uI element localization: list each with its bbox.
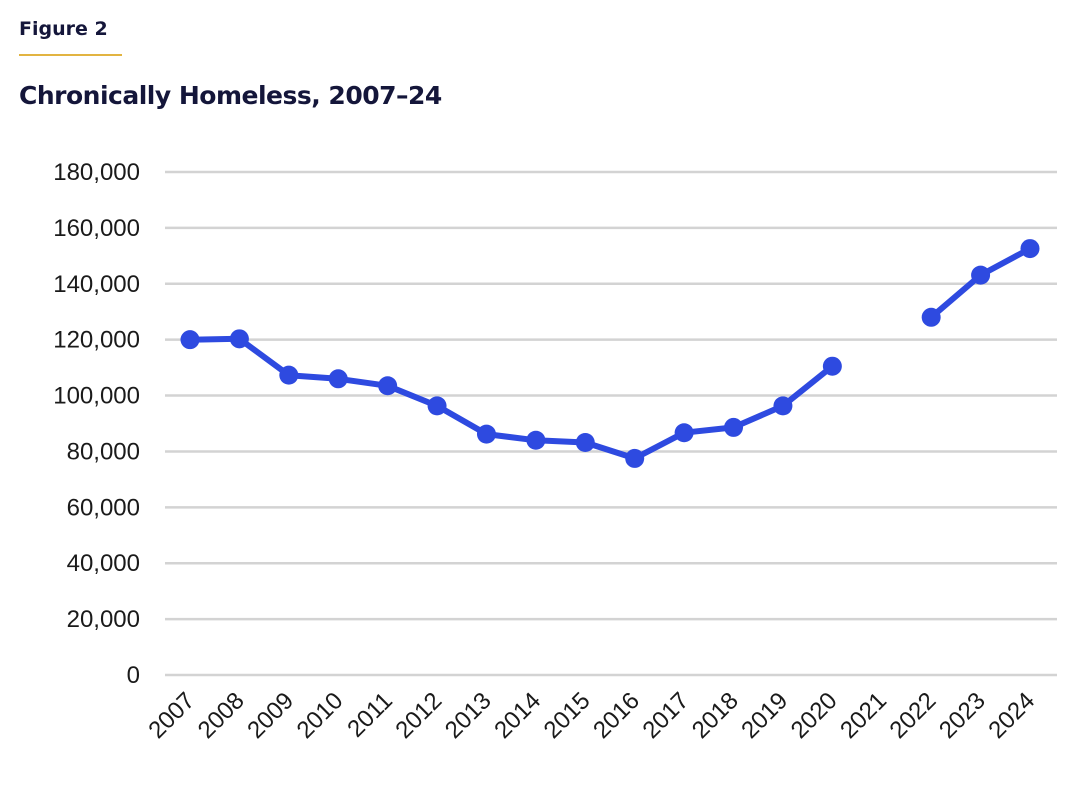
series-chronically-homeless <box>180 239 1040 468</box>
data-point-2020 <box>822 356 842 376</box>
x-tick-label: 2012 <box>390 687 447 744</box>
series-line-segment <box>187 335 836 462</box>
x-tick-label: 2017 <box>638 687 695 744</box>
data-point-2007 <box>180 330 200 350</box>
data-point-2009 <box>279 365 299 385</box>
y-tick-label: 40,000 <box>67 550 140 577</box>
y-tick-label: 140,000 <box>53 271 140 298</box>
chart-title: Chronically Homeless, 2007–24 <box>19 81 442 110</box>
x-tick-label: 2022 <box>885 687 942 744</box>
y-tick-label: 60,000 <box>67 494 140 521</box>
gridlines <box>165 170 1057 677</box>
data-point-2019 <box>773 396 793 416</box>
data-point-2011 <box>378 376 398 396</box>
y-tick-label: 120,000 <box>53 327 140 354</box>
y-tick-label: 20,000 <box>67 606 140 633</box>
data-point-2010 <box>328 369 348 389</box>
figure-rule <box>19 54 122 56</box>
data-point-2017 <box>674 423 694 443</box>
x-tick-label: 2023 <box>934 687 991 744</box>
x-tick-label: 2010 <box>292 687 349 744</box>
y-tick-label: 100,000 <box>53 383 140 410</box>
y-tick-label: 180,000 <box>53 159 140 186</box>
x-tick-label: 2020 <box>786 687 843 744</box>
data-point-2024 <box>1020 239 1040 259</box>
data-point-2013 <box>476 424 496 444</box>
x-tick-label: 2018 <box>687 687 744 744</box>
x-tick-label: 2021 <box>835 687 892 744</box>
x-tick-label: 2024 <box>983 687 1040 744</box>
x-tick-label: 2014 <box>489 687 546 744</box>
data-point-2008 <box>229 329 249 349</box>
data-point-2016 <box>625 448 645 468</box>
x-tick-label: 2013 <box>440 687 497 744</box>
x-tick-label: 2015 <box>539 687 596 744</box>
data-point-2022 <box>921 307 941 327</box>
y-tick-label: 0 <box>127 662 140 689</box>
x-tick-label: 2008 <box>193 687 250 744</box>
x-tick-label: 2009 <box>242 687 299 744</box>
data-point-2023 <box>971 265 991 285</box>
x-tick-label: 2011 <box>342 687 398 743</box>
x-tick-label: 2007 <box>143 687 200 744</box>
y-tick-label: 160,000 <box>53 215 140 242</box>
data-point-2018 <box>724 417 744 437</box>
data-point-2015 <box>575 433 595 453</box>
y-tick-label: 80,000 <box>67 438 140 465</box>
x-tick-label: 2016 <box>588 687 645 744</box>
data-point-2014 <box>526 430 546 450</box>
y-axis-tick-labels: 0 20,000 40,000 60,000 80,000 100,000 120,000 1… <box>53 159 140 689</box>
figure-label: Figure 2 <box>19 18 108 40</box>
x-tick-label: 2019 <box>736 687 793 744</box>
data-point-2012 <box>427 396 447 416</box>
x-axis-tick-labels: 2007200820092010201120122013201420152016… <box>143 687 1040 744</box>
